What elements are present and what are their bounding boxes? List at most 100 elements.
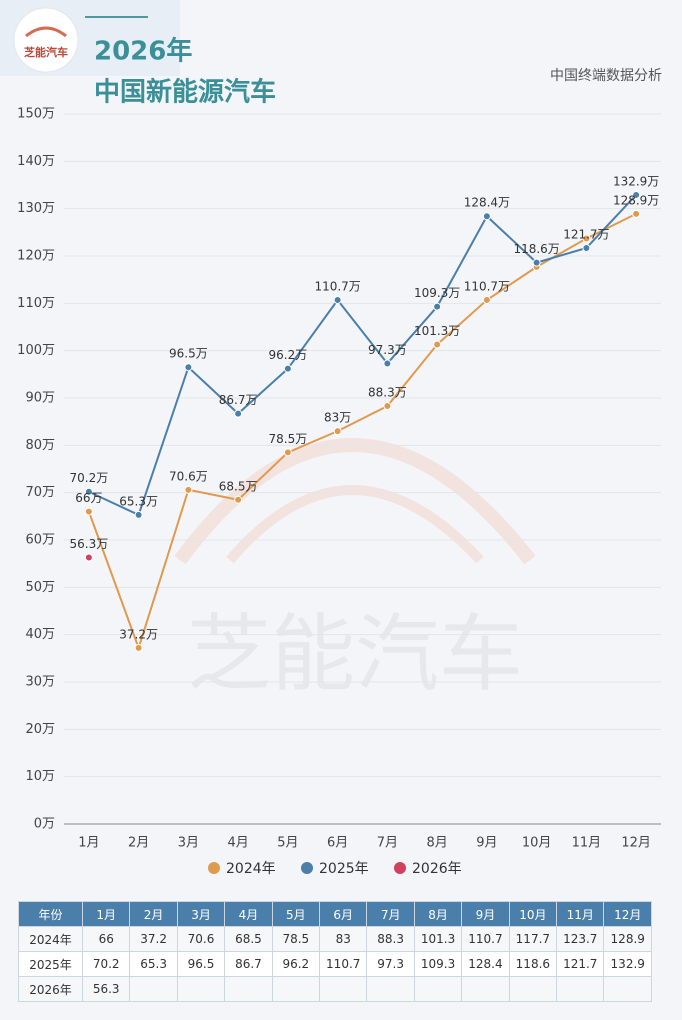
table-cell: 118.6 (508, 951, 558, 977)
value-label: 128.4万 (464, 196, 510, 210)
x-tick-label: 4月 (227, 836, 248, 851)
table-header: 8月 (413, 901, 463, 927)
table-cell (508, 976, 558, 1002)
point (532, 258, 541, 267)
value-label: 86.7万 (219, 393, 258, 407)
x-tick-label: 11月 (572, 836, 602, 851)
value-label: 37.2万 (119, 627, 158, 641)
watermark-arc (174, 438, 536, 565)
table-cell: 96.2 (271, 951, 321, 977)
y-tick-label: 0万 (34, 817, 55, 832)
series-line (88, 194, 637, 517)
value-label: 128.9万 (613, 193, 659, 207)
legend-label: 2025年 (319, 861, 369, 877)
point (84, 507, 93, 516)
point (433, 340, 442, 349)
table-cell: 70.2 (81, 951, 131, 977)
logo-arc (25, 26, 67, 38)
y-tick-label: 10万 (25, 769, 55, 784)
legend-marker (394, 862, 406, 874)
table-header: 11月 (556, 901, 605, 927)
y-tick-label: 150万 (17, 107, 55, 122)
point (184, 485, 193, 494)
legend-marker (208, 862, 220, 874)
table-cell: 78.5 (271, 926, 321, 952)
value-label: 132.9万 (613, 174, 659, 188)
value-label: 78.5万 (269, 432, 308, 446)
logo-text: 芝能汽车 (24, 45, 68, 59)
x-tick-label: 3月 (178, 836, 199, 851)
table-cell: 88.3 (366, 926, 415, 952)
point (333, 427, 342, 436)
chart-title: 2026年 (94, 36, 192, 67)
table-cell: 37.2 (129, 926, 178, 952)
table-cell (366, 976, 415, 1002)
y-tick-label: 110万 (17, 296, 55, 311)
y-tick-label: 20万 (25, 722, 55, 737)
y-tick-label: 80万 (25, 438, 55, 453)
table-cell (556, 976, 605, 1002)
source: 中国终端数据分析 (550, 68, 662, 84)
table-cell: 121.7 (556, 951, 605, 977)
x-tick-label: 12月 (621, 836, 651, 851)
point (383, 402, 392, 411)
table-row: 2026年 56.3 (18, 976, 652, 1002)
table-cell: 110.7 (319, 951, 368, 977)
table-cell: 65.3 (129, 951, 178, 977)
value-label: 97.3万 (368, 343, 407, 357)
y-tick-label: 100万 (17, 343, 55, 358)
value-label: 110.7万 (464, 280, 510, 294)
table-cell: 56.3 (81, 976, 131, 1002)
table-cell: 123.7 (556, 926, 605, 952)
value-label: 88.3万 (368, 386, 407, 400)
value-label: 101.3万 (414, 324, 460, 338)
point (582, 243, 591, 252)
table-header: 4月 (224, 901, 273, 927)
x-tick-label: 10月 (522, 836, 552, 851)
table-row: 2024年 66 37.2 70.6 68.5 78.5 83 88.3 101.3 110.7 1… (18, 926, 652, 952)
logo-circle (13, 7, 79, 73)
x-tick-label: 1月 (78, 836, 99, 851)
value-label: 118.6万 (513, 242, 559, 256)
watermark-text: 芝能汽车 (187, 605, 523, 703)
y-tick-label: 40万 (25, 627, 55, 642)
legend-marker (301, 862, 313, 874)
row-label: 2025年 (18, 951, 83, 977)
point (582, 234, 591, 243)
row-label: 2026年 (18, 976, 83, 1002)
table-header: 9月 (461, 901, 510, 927)
point (632, 209, 641, 218)
y-tick-label: 70万 (25, 485, 55, 500)
table-cell (224, 976, 273, 1002)
y-tick-label: 140万 (17, 154, 55, 169)
x-tick-label: 7月 (377, 836, 398, 851)
legend-label: 2026年 (412, 861, 462, 877)
y-tick-label: 60万 (25, 533, 55, 548)
table-cell: 128.4 (461, 951, 510, 977)
y-tick-label: 120万 (17, 249, 55, 264)
table-cell: 70.6 (176, 926, 226, 952)
table-cell: 128.9 (603, 926, 652, 952)
y-tick-label: 130万 (17, 201, 55, 216)
point (84, 553, 93, 562)
point (632, 190, 641, 199)
value-label: 70.2万 (70, 471, 109, 485)
table-cell: 132.9 (603, 951, 652, 977)
table-header: 2月 (129, 901, 178, 927)
table-cell: 110.7 (461, 926, 510, 952)
table-header: 6月 (319, 901, 368, 927)
x-tick-label: 6月 (327, 836, 348, 851)
table-header: 年份 (18, 901, 83, 927)
table-cell (129, 976, 178, 1002)
y-tick-label: 90万 (25, 391, 55, 406)
watermark-arc (226, 485, 484, 564)
chart: 芝能汽车 2026年 中国新能源汽车 中国终端数据分析 芝能汽车 0万 10万 20… (0, 0, 662, 877)
value-label: 68.5万 (219, 479, 258, 493)
x-tick-label: 5月 (277, 836, 298, 851)
point (234, 409, 243, 418)
table-cell (461, 976, 510, 1002)
y-tick-label: 50万 (25, 580, 55, 595)
value-label: 96.5万 (169, 347, 208, 361)
table-cell (413, 976, 463, 1002)
